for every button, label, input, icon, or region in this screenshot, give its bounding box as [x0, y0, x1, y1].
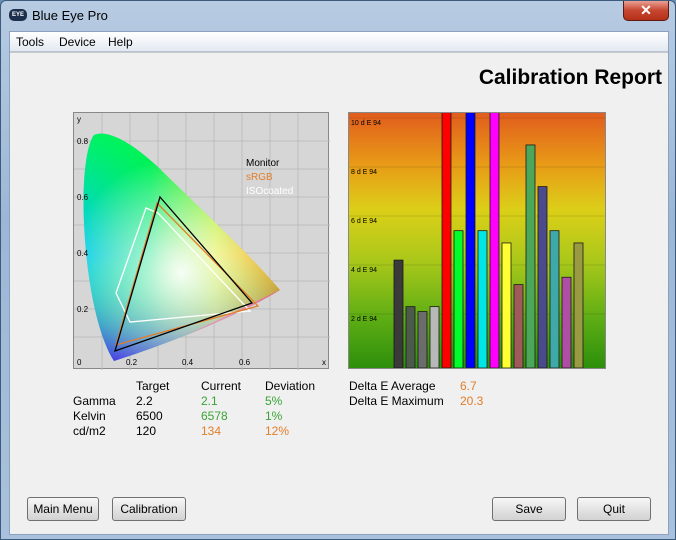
delta-e-bar: [561, 276, 572, 368]
delta-e-tick-labels: 10 d E 94 8 d E 94 6 d E 94 4 d E 94 2 d E 9…: [351, 120, 381, 323]
delta-e-bar: [525, 144, 536, 368]
delta-e-bar: [393, 259, 404, 368]
delta-e-average-label: Delta E Average: [349, 379, 436, 393]
y-tick-label: 0: [77, 358, 82, 367]
title-bar[interactable]: EYE Blue Eye Pro ✕: [1, 1, 675, 31]
legend-srgb: sRGB: [246, 172, 273, 183]
delta-e-bar: [573, 242, 584, 368]
menu-device[interactable]: Device: [59, 35, 96, 49]
luminance-target: 120: [136, 424, 157, 438]
page-title: Calibration Report: [478, 66, 662, 89]
y-tick-label: 0.4: [77, 249, 89, 258]
x-tick-label: 0.2: [126, 358, 138, 367]
delta-e-bars: [393, 113, 584, 368]
save-button[interactable]: Save: [492, 497, 566, 521]
y-tick-label: 4 d E 94: [351, 267, 377, 274]
row-label-kelvin: Kelvin: [73, 409, 106, 423]
client-area: Tools Device Help Calibration Report: [9, 31, 669, 535]
menu-help[interactable]: Help: [108, 35, 133, 49]
legend-isocoated: ISOcoated: [246, 186, 293, 197]
menu-bar: Tools Device Help: [10, 32, 668, 52]
kelvin-deviation: 1%: [265, 409, 283, 423]
spectral-locus: [83, 133, 281, 361]
luminance-current: 134: [201, 424, 222, 438]
kelvin-target: 6500: [136, 409, 163, 423]
delta-e-gridlines: [349, 117, 605, 315]
row-label-luminance: cd/m2: [73, 424, 106, 438]
row-label-gamma: Gamma: [73, 394, 116, 408]
kelvin-current: 6578: [201, 409, 228, 423]
delta-e-bar: [549, 230, 560, 368]
y-axis-label: y: [77, 115, 81, 124]
delta-e-bar: [441, 113, 452, 368]
x-axis-label: x: [322, 358, 326, 367]
legend-monitor: Monitor: [246, 158, 280, 169]
y-tick-label: 0.2: [77, 305, 89, 314]
calibration-button[interactable]: Calibration: [112, 497, 186, 521]
delta-e-bar: [477, 230, 488, 368]
y-tick-label: 0.6: [77, 193, 89, 202]
gamma-target: 2.2: [136, 394, 153, 408]
header-deviation: Deviation: [265, 379, 316, 393]
close-button[interactable]: ✕: [623, 1, 669, 21]
x-tick-label: 0.6: [239, 358, 251, 367]
y-tick-label: 0.8: [77, 137, 89, 146]
delta-e-bar: [501, 242, 512, 368]
window-title: Blue Eye Pro: [32, 8, 108, 23]
delta-e-chart: 10 d E 94 8 d E 94 6 d E 94 4 d E 94 2 d E 9…: [348, 112, 606, 369]
x-tick-label: 0.4: [182, 358, 194, 367]
delta-e-bar: [465, 113, 476, 368]
y-tick-label: 8 d E 94: [351, 169, 377, 176]
quit-button[interactable]: Quit: [577, 497, 651, 521]
y-tick-label: 6 d E 94: [351, 218, 377, 225]
y-tick-label: 2 d E 94: [351, 316, 377, 323]
delta-e-bar: [405, 306, 416, 368]
delta-e-bar: [417, 311, 428, 368]
main-menu-button[interactable]: Main Menu: [27, 497, 99, 521]
y-tick-label: 10 d E 94: [351, 120, 381, 127]
delta-e-bar: [453, 230, 464, 368]
menu-separator: [10, 52, 668, 53]
menu-tools[interactable]: Tools: [16, 35, 45, 49]
delta-e-bar: [537, 186, 548, 368]
luminance-deviation: 12%: [265, 424, 290, 438]
gamma-current: 2.1: [201, 394, 218, 408]
delta-e-maximum-label: Delta E Maximum: [349, 394, 444, 408]
monitor-gamut: [114, 195, 254, 353]
delta-e-average-value: 6.7: [460, 379, 477, 393]
delta-e-maximum-value: 20.3: [460, 394, 484, 408]
header-target: Target: [136, 379, 170, 393]
header-current: Current: [201, 379, 242, 393]
app-logo-icon: EYE: [9, 9, 27, 21]
cie-gamut-diagram: y x 0.8 0.6 0.4 0.2 0 0.2 0.4 0.6 Monito…: [73, 112, 330, 370]
gamma-deviation: 5%: [265, 394, 283, 408]
delta-e-bar: [513, 284, 524, 368]
delta-e-bar: [429, 306, 440, 368]
delta-e-bar: [489, 113, 500, 368]
